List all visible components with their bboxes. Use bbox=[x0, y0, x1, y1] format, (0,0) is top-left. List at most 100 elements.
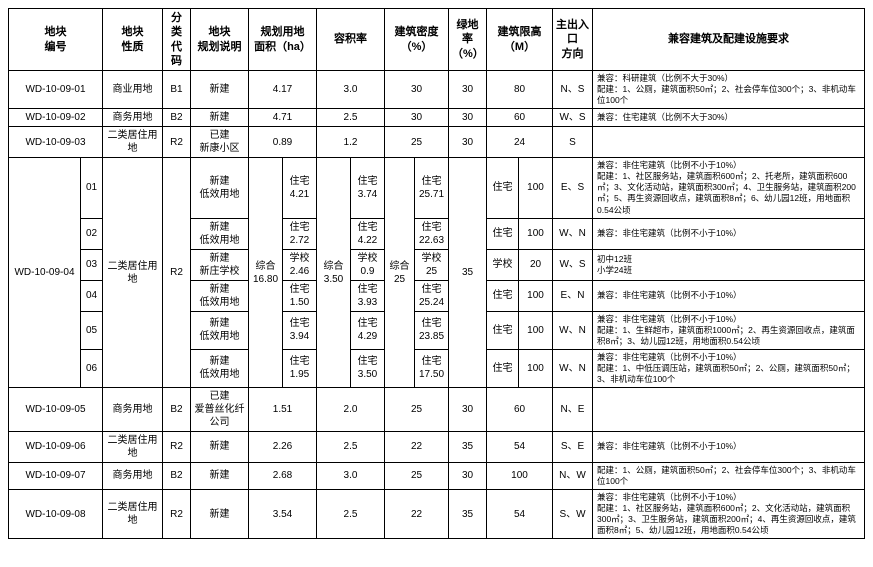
cell-area-sub: 住宅1.50 bbox=[283, 280, 317, 311]
cell-area-sub: 住宅2.72 bbox=[283, 218, 317, 249]
cell-hgt-label: 住宅 bbox=[487, 349, 519, 387]
cell-far-sub: 住宅4.22 bbox=[351, 218, 385, 249]
cell-hgt-label: 学校 bbox=[487, 249, 519, 280]
cell-req: 兼容：非住宅建筑（比例不小于10%） bbox=[593, 218, 865, 249]
cell-far: 3.0 bbox=[317, 462, 385, 489]
cell-hgt-label: 住宅 bbox=[487, 311, 519, 349]
cell-entrance: S、W bbox=[553, 489, 593, 538]
cell-plan: 新建 bbox=[191, 71, 249, 109]
cell-height: 80 bbox=[487, 71, 553, 109]
cell-subid: 02 bbox=[81, 218, 103, 249]
cell-plan: 新建 bbox=[191, 109, 249, 127]
cell-nature: 二类居住用地 bbox=[103, 158, 163, 388]
hdr-green: 绿地率（%） bbox=[449, 9, 487, 71]
cell-plan: 已建新康小区 bbox=[191, 127, 249, 158]
cell-id: WD-10-09-01 bbox=[9, 71, 103, 109]
cell-green: 35 bbox=[449, 158, 487, 388]
den-sub-label: 住宅 bbox=[422, 318, 442, 329]
cell-den-sub: 住宅 23.85 bbox=[415, 311, 449, 349]
cell-plan: 新建 bbox=[191, 462, 249, 489]
far-total-value: 3.50 bbox=[324, 274, 343, 285]
cell-hgt-value: 100 bbox=[519, 158, 553, 218]
cell-area: 0.89 bbox=[249, 127, 317, 158]
cell-height: 54 bbox=[487, 489, 553, 538]
hdr-nature: 地块性质 bbox=[103, 9, 163, 71]
cell-plan: 新建 bbox=[191, 489, 249, 538]
cell-entrance: N、E bbox=[553, 387, 593, 431]
cell-hgt-label: 住宅 bbox=[487, 280, 519, 311]
cell-height: 54 bbox=[487, 431, 553, 462]
cell-area: 1.51 bbox=[249, 387, 317, 431]
table-row: WD-10-09-07 商务用地 B2 新建 2.68 3.0 25 30 10… bbox=[9, 462, 865, 489]
hdr-far: 容积率 bbox=[317, 9, 385, 71]
cell-req: 兼容：非住宅建筑（比例不小于10%）配建：1、社区服务站，建筑面积600㎡；2、… bbox=[593, 489, 865, 538]
cell-id: WD-10-09-04 bbox=[9, 158, 81, 388]
den-sub-value: 25 bbox=[426, 266, 437, 277]
cell-area-sub: 学校2.46 bbox=[283, 249, 317, 280]
cell-code: B2 bbox=[163, 109, 191, 127]
cell-id: WD-10-09-05 bbox=[9, 387, 103, 431]
cell-req: 兼容：非住宅建筑（比例不小于10%）配建：1、社区服务站，建筑面积600㎡；2、… bbox=[593, 158, 865, 218]
hdr-id: 地块编号 bbox=[9, 9, 103, 71]
cell-area: 4.17 bbox=[249, 71, 317, 109]
cell-far: 2.0 bbox=[317, 387, 385, 431]
header-row: 地块编号 地块性质 分类代码 地块规划说明 规划用地面积（ha） 容积率 建筑密… bbox=[9, 9, 865, 71]
far-sub-label: 住宅 bbox=[358, 176, 378, 187]
cell-subid: 03 bbox=[81, 249, 103, 280]
cell-green: 30 bbox=[449, 462, 487, 489]
cell-far-total: 综合3.50 bbox=[317, 158, 351, 388]
table-row: WD-10-09-01 商业用地 B1 新建 4.17 3.0 30 30 80… bbox=[9, 71, 865, 109]
table-row: WD-10-09-04 01 二类居住用地 R2 新建低效用地 综合16.80 … bbox=[9, 158, 865, 218]
cell-nature: 二类居住用地 bbox=[103, 489, 163, 538]
far-sub-value: 4.29 bbox=[358, 331, 377, 342]
cell-entrance: N、S bbox=[553, 71, 593, 109]
cell-plan: 已建爱普丝化纤公司 bbox=[191, 387, 249, 431]
cell-plan: 新建低效用地 bbox=[191, 280, 249, 311]
cell-nature: 商务用地 bbox=[103, 462, 163, 489]
hdr-height: 建筑限高（M） bbox=[487, 9, 553, 71]
cell-code: B2 bbox=[163, 462, 191, 489]
cell-density: 25 bbox=[385, 387, 449, 431]
cell-req: 配建：1、公厕，建筑面积50㎡；2、社会停车位300个；3、非机动车位100个 bbox=[593, 462, 865, 489]
cell-nature: 商务用地 bbox=[103, 387, 163, 431]
cell-req: 兼容：非住宅建筑（比例不小于10%）配建：1、中低压调压站，建筑面积50㎡；2、… bbox=[593, 349, 865, 387]
cell-area: 2.26 bbox=[249, 431, 317, 462]
cell-entrance: E、N bbox=[553, 280, 593, 311]
cell-hgt-label: 住宅 bbox=[487, 218, 519, 249]
cell-code: R2 bbox=[163, 489, 191, 538]
cell-den-sub: 住宅25.71 bbox=[415, 158, 449, 218]
hdr-density: 建筑密度（%） bbox=[385, 9, 449, 71]
table-row: WD-10-09-08 二类居住用地 R2 新建 3.54 2.5 22 35 … bbox=[9, 489, 865, 538]
cell-code: B2 bbox=[163, 387, 191, 431]
cell-id: WD-10-09-08 bbox=[9, 489, 103, 538]
cell-req bbox=[593, 387, 865, 431]
den-sub-value: 23.85 bbox=[419, 331, 444, 342]
den-sub-value: 25.71 bbox=[419, 189, 444, 200]
far-sub-label: 住宅 bbox=[358, 318, 378, 329]
cell-entrance: N、W bbox=[553, 462, 593, 489]
hdr-entrance: 主出入口方向 bbox=[553, 9, 593, 71]
cell-far-sub: 住宅3.93 bbox=[351, 280, 385, 311]
cell-hgt-label: 住宅 bbox=[487, 158, 519, 218]
hdr-plan: 地块规划说明 bbox=[191, 9, 249, 71]
cell-entrance: W、S bbox=[553, 249, 593, 280]
table-row: WD-10-09-02 商务用地 B2 新建 4.71 2.5 30 30 60… bbox=[9, 109, 865, 127]
area-sub-label: 住宅 bbox=[290, 318, 310, 329]
cell-subid: 01 bbox=[81, 158, 103, 218]
den-sub-label: 住宅 bbox=[422, 222, 442, 233]
cell-far: 2.5 bbox=[317, 489, 385, 538]
cell-id: WD-10-09-06 bbox=[9, 431, 103, 462]
cell-height: 100 bbox=[487, 462, 553, 489]
far-sub-label: 住宅 bbox=[358, 284, 378, 295]
cell-code: R2 bbox=[163, 158, 191, 388]
area-sub-label: 住宅 bbox=[290, 356, 310, 367]
cell-plan: 新建低效用地 bbox=[191, 311, 249, 349]
far-sub-label: 住宅 bbox=[358, 356, 378, 367]
cell-height: 60 bbox=[487, 387, 553, 431]
den-sub-label: 住宅 bbox=[422, 356, 442, 367]
far-sub-value: 0.9 bbox=[361, 266, 375, 277]
cell-green: 35 bbox=[449, 489, 487, 538]
cell-far-sub: 学校0.9 bbox=[351, 249, 385, 280]
cell-entrance: W、N bbox=[553, 349, 593, 387]
area-total-value: 16.80 bbox=[253, 274, 278, 285]
